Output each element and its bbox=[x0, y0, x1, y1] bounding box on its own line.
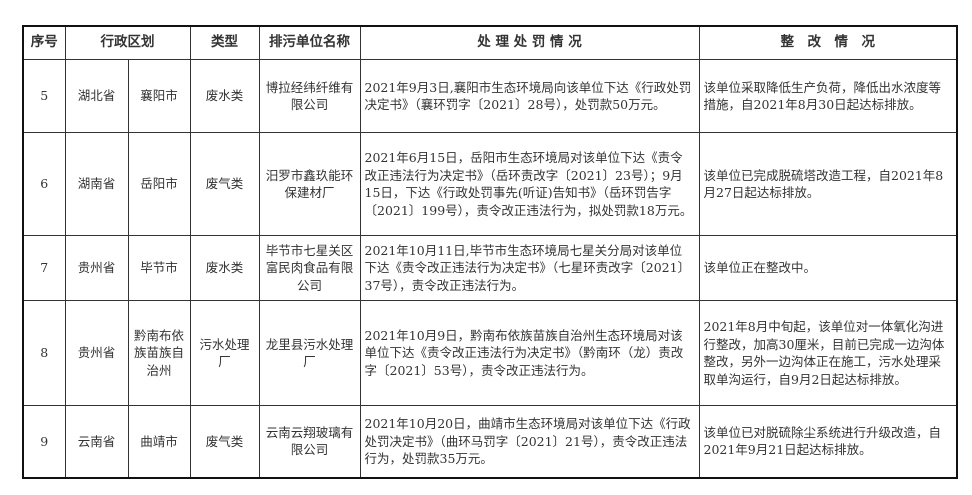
type-cell: 废水类 bbox=[189, 235, 260, 301]
header-rectify: 整 改 情 况 bbox=[698, 25, 958, 60]
unit-cell: 博拉经纬纤维有限公司 bbox=[258, 59, 361, 133]
unit-cell: 汨罗市鑫玖能环保建材厂 bbox=[258, 132, 361, 236]
city-cell: 黔南布依族苗族自治州 bbox=[127, 300, 191, 406]
penalty-cell: 2021年10月11日,毕节市生态环境局七星关分局对该单位下达《责令改正违法行为… bbox=[359, 235, 700, 301]
seq-cell: 9 bbox=[22, 405, 66, 478]
type-cell: 污水处理厂 bbox=[189, 300, 260, 406]
table-row: 8 贵州省 黔南布依族苗族自治州 污水处理厂 龙里县污水处理厂 2021年10月… bbox=[22, 300, 958, 406]
penalty-cell: 2021年6月15日，岳阳市生态环境局对该单位下达《责令改正违法行为决定书》（岳… bbox=[359, 132, 700, 236]
rectify-cell: 该单位采取降低生产负荷，降低出水浓度等措施，自2021年8月30日起达标排放。 bbox=[698, 59, 958, 133]
table-row: 9 云南省 曲靖市 废气类 云南云翔玻璃有限公司 2021年10月20日，曲靖市… bbox=[22, 405, 958, 478]
unit-cell: 龙里县污水处理厂 bbox=[258, 300, 361, 406]
header-type: 类型 bbox=[189, 25, 260, 60]
penalty-table: 序号 行政区划 类型 排污单位名称 处 理 处 罚 情 况 整 改 情 况 5 … bbox=[22, 25, 958, 479]
city-cell: 岳阳市 bbox=[127, 132, 191, 236]
unit-cell: 毕节市七星关区富民肉食品有限公司 bbox=[258, 235, 361, 301]
province-cell: 贵州省 bbox=[64, 300, 129, 406]
seq-cell: 6 bbox=[22, 132, 66, 236]
province-cell: 云南省 bbox=[64, 405, 129, 478]
table-row: 5 湖北省 襄阳市 废水类 博拉经纬纤维有限公司 2021年9月3日,襄阳市生态… bbox=[22, 59, 958, 133]
header-unit: 排污单位名称 bbox=[258, 25, 361, 60]
seq-cell: 7 bbox=[22, 235, 66, 301]
province-cell: 贵州省 bbox=[64, 235, 129, 301]
type-cell: 废水类 bbox=[189, 59, 260, 133]
province-cell: 湖北省 bbox=[64, 59, 129, 133]
penalty-cell: 2021年9月3日,襄阳市生态环境局向该单位下达《行政处罚决定书》（襄环罚字〔2… bbox=[359, 59, 700, 133]
rectify-cell: 2021年8月中旬起，该单位对一体氧化沟进行整改，加高30厘米，目前已完成一边沟… bbox=[698, 300, 958, 406]
type-cell: 废气类 bbox=[189, 132, 260, 236]
rectify-cell: 该单位正在整改中。 bbox=[698, 235, 958, 301]
rectify-cell: 该单位已完成脱硫塔改造工程，自2021年8月27日起达标排放。 bbox=[698, 132, 958, 236]
city-cell: 毕节市 bbox=[127, 235, 191, 301]
header-row: 序号 行政区划 类型 排污单位名称 处 理 处 罚 情 况 整 改 情 况 bbox=[22, 25, 958, 60]
header-seq: 序号 bbox=[22, 25, 66, 60]
seq-cell: 5 bbox=[22, 59, 66, 133]
header-region: 行政区划 bbox=[64, 25, 191, 60]
table-row: 6 湖南省 岳阳市 废气类 汨罗市鑫玖能环保建材厂 2021年6月15日，岳阳市… bbox=[22, 132, 958, 236]
province-cell: 湖南省 bbox=[64, 132, 129, 236]
city-cell: 曲靖市 bbox=[127, 405, 191, 478]
city-cell: 襄阳市 bbox=[127, 59, 191, 133]
type-cell: 废气类 bbox=[189, 405, 260, 478]
seq-cell: 8 bbox=[22, 300, 66, 406]
penalty-cell: 2021年10月20日，曲靖市生态环境局对该单位下达《行政处罚决定书》（曲环马罚… bbox=[359, 405, 700, 478]
table-row: 7 贵州省 毕节市 废水类 毕节市七星关区富民肉食品有限公司 2021年10月1… bbox=[22, 235, 958, 301]
unit-cell: 云南云翔玻璃有限公司 bbox=[258, 405, 361, 478]
rectify-cell: 该单位已对脱硫除尘系统进行升级改造，自2021年9月21日起达标排放。 bbox=[698, 405, 958, 478]
penalty-cell: 2021年10月9日，黔南布依族苗族自治州生态环境局对该单位下达《责令改正违法行… bbox=[359, 300, 700, 406]
header-penalty: 处 理 处 罚 情 况 bbox=[359, 25, 700, 60]
